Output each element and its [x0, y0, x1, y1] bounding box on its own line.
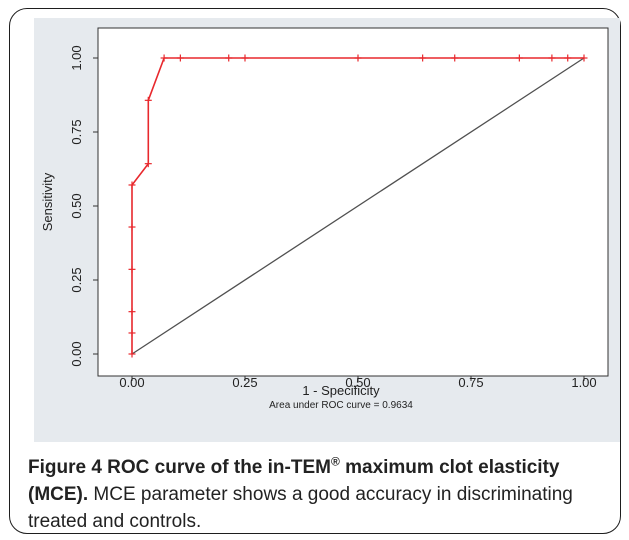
- caption-registered-mark: ®: [330, 454, 340, 469]
- x-axis-label: 1 - Specificity: [302, 383, 380, 398]
- y-tick-label: 0.25: [69, 267, 84, 292]
- x-tick-label: 0.00: [119, 375, 144, 390]
- roc-point: [225, 54, 233, 62]
- roc-point: [419, 54, 427, 62]
- caption-body: MCE parameter shows a good accuracy in d…: [28, 484, 573, 532]
- y-tick-label: 1.00: [69, 45, 84, 70]
- roc-point: [241, 54, 249, 62]
- figure-caption: Figure 4 ROC curve of the in-TEM® maximu…: [28, 454, 608, 535]
- x-tick-marks: [131, 376, 585, 381]
- y-tick-label: 0.50: [69, 193, 84, 218]
- roc-point: [128, 181, 136, 189]
- x-tick-label: 0.25: [232, 375, 257, 390]
- caption-title: Figure 4 ROC curve of the in-TEM® maximu…: [28, 454, 560, 505]
- y-tick-label: 0.75: [69, 119, 84, 144]
- y-axis-label: Sensitivity: [40, 172, 55, 231]
- x-tick-label: 1.00: [571, 375, 596, 390]
- roc-point: [128, 223, 136, 231]
- roc-point: [564, 54, 572, 62]
- x-tick-label: 0.50: [345, 375, 370, 390]
- y-tick-label: 0.00: [69, 341, 84, 366]
- roc-point: [515, 54, 523, 62]
- y-tick-marks: [93, 57, 98, 355]
- roc-point: [128, 308, 136, 316]
- roc-point: [354, 54, 362, 62]
- roc-point: [128, 350, 136, 358]
- caption-figure-label: Figure 4 ROC curve of the in-TEM: [28, 457, 331, 478]
- roc-point: [128, 329, 136, 337]
- chart-panel: 0.00 0.25 0.50 0.75 1.00 0.00 0.25 0.50 0.75 1.0…: [34, 18, 620, 442]
- roc-point: [548, 54, 556, 62]
- plot-area: [97, 27, 609, 377]
- roc-point: [160, 54, 168, 62]
- roc-point: [176, 54, 184, 62]
- roc-point: [128, 265, 136, 273]
- y-tick-labels: 0.00 0.25 0.50 0.75 1.00: [69, 45, 84, 366]
- roc-auc-note: Area under ROC curve = 0.9634: [269, 400, 413, 411]
- x-tick-labels: 0.00 0.25 0.50 0.75 1.00: [119, 375, 596, 390]
- roc-chart: 0.00 0.25 0.50 0.75 1.00 0.00 0.25 0.50 0.75 1.0…: [40, 27, 609, 411]
- x-tick-label: 0.75: [458, 375, 483, 390]
- series-layer: [128, 54, 588, 358]
- reference-diagonal-line: [131, 57, 585, 355]
- roc-point: [580, 54, 588, 62]
- roc-point: [144, 160, 152, 168]
- figure-frame: [9, 8, 621, 534]
- caption-title-rest: maximum clot elasticity (MCE).: [28, 457, 560, 505]
- roc-point: [144, 96, 152, 104]
- roc-point: [451, 54, 459, 62]
